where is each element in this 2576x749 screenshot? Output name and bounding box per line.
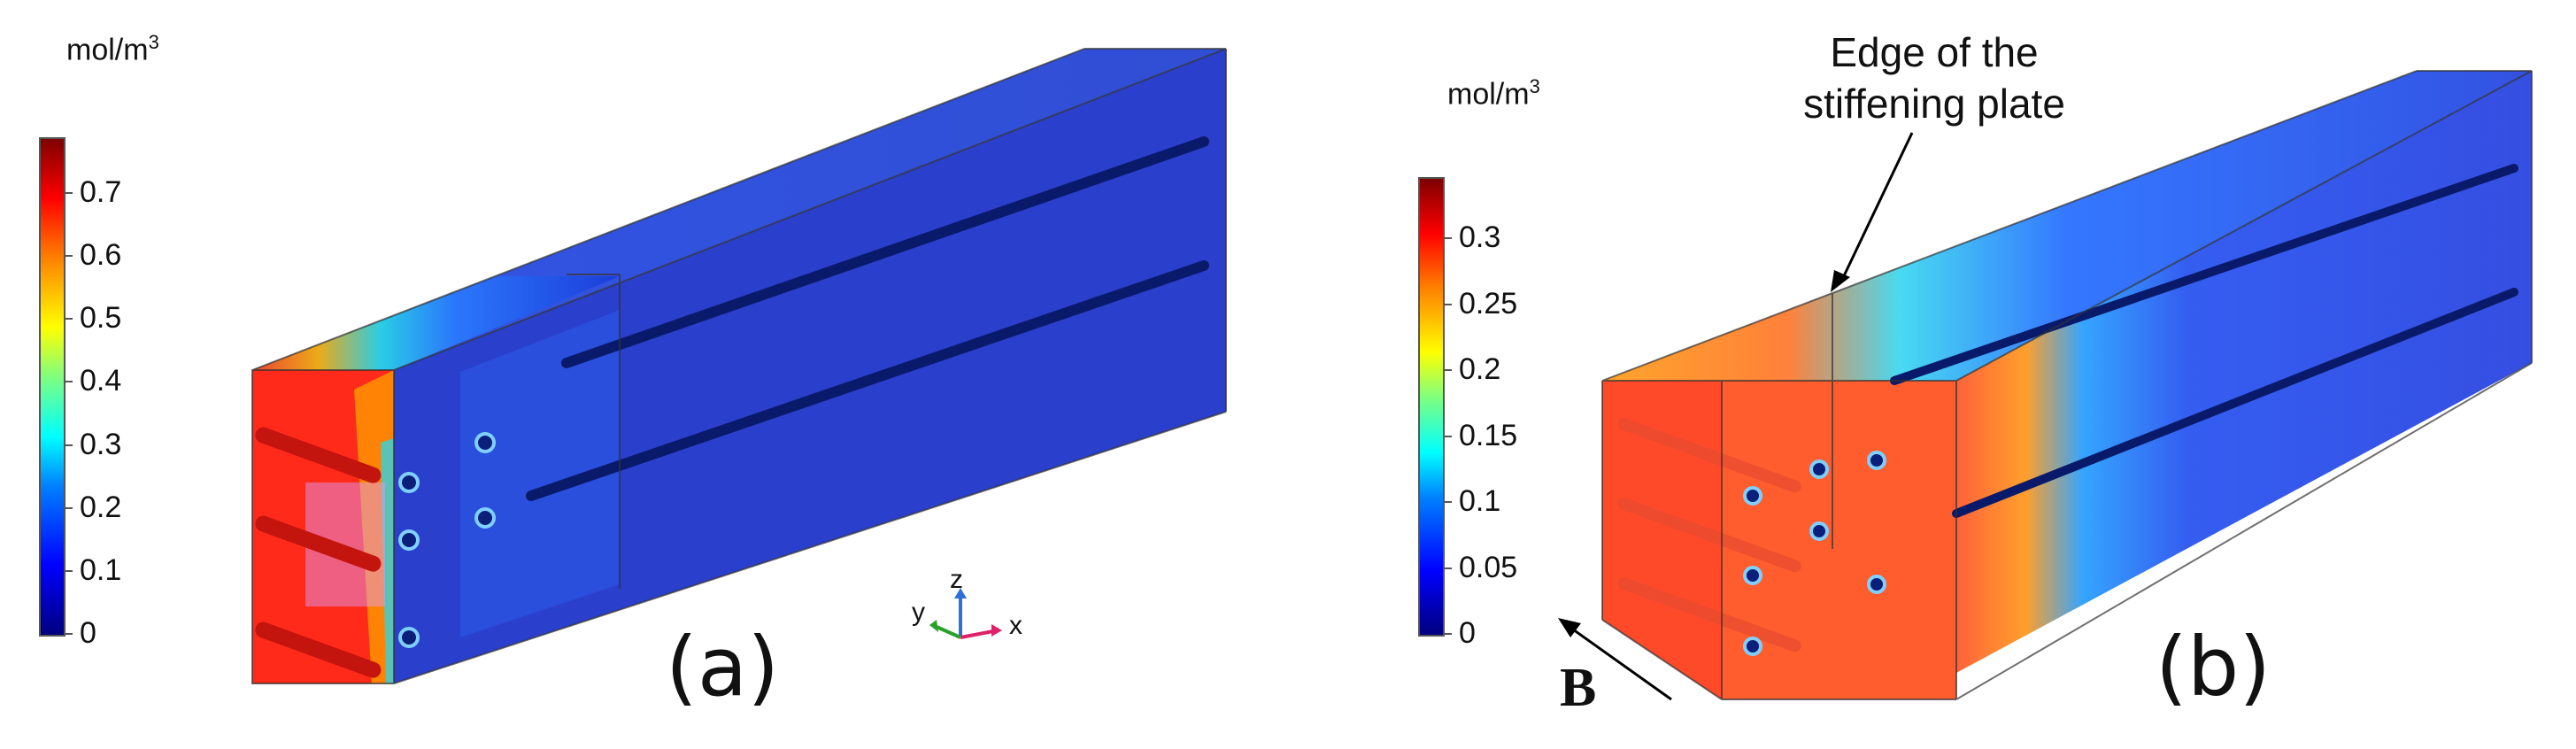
concentration-box-b xyxy=(1558,70,2533,701)
colorbar-tick-mark xyxy=(1445,633,1452,635)
colorbar-tick-label: 0 xyxy=(1459,616,1476,650)
colorbar-tick-mark xyxy=(1445,567,1452,569)
axis-y-label: y xyxy=(912,598,925,627)
axis-z-label: z xyxy=(950,565,963,594)
colorbar-tick-mark xyxy=(1445,303,1452,305)
colorbar-tick-label: 0.4 xyxy=(80,364,122,398)
concentration-box-a xyxy=(251,48,1227,684)
colorbar-unit-b: mol/m3 xyxy=(1447,75,1540,112)
colorbar-tick-mark xyxy=(66,506,73,509)
colorbar-tick-label: 0.3 xyxy=(80,427,122,461)
b-field-arrow xyxy=(1558,618,1672,701)
colorbar-a xyxy=(39,137,66,637)
colorbar-tick-label: 0.5 xyxy=(80,301,122,336)
colorbar-tick-label: 0.6 xyxy=(80,238,122,273)
panel-label-a: (a) xyxy=(666,620,780,714)
colorbar-tick-mark xyxy=(1445,369,1452,371)
colorbar-b xyxy=(1418,177,1445,637)
colorbar-tick-label: 0.1 xyxy=(80,552,122,587)
colorbar-unit-a: mol/m3 xyxy=(66,31,159,67)
colorbar-tick-mark xyxy=(1445,237,1452,239)
panel-label-b: (b) xyxy=(2156,620,2271,714)
axis-triad-a xyxy=(929,588,1002,639)
colorbar-tick-label: 0.3 xyxy=(1459,220,1501,254)
colorbar-tick-label: 0.1 xyxy=(1459,484,1501,518)
colorbar-tick-label: 0.25 xyxy=(1459,286,1518,320)
colorbar-tick-label: 0 xyxy=(80,616,96,650)
colorbar-tick-label: 0.2 xyxy=(1459,352,1501,386)
panel-a: mol/m3 0.7 0.6 0.5 0.4 0.3 0.2 0.1 0 xyxy=(0,0,1275,749)
colorbar-tick-mark xyxy=(66,444,73,446)
axis-x-label: x xyxy=(1009,611,1022,640)
colorbar-tick-mark xyxy=(66,255,73,258)
magnetic-field-label: B xyxy=(1560,658,1597,718)
panel-b: mol/m3 0.3 0.25 0.2 0.15 0.1 0.05 0 Edge of th… xyxy=(1275,0,2576,749)
colorbar-tick-mark xyxy=(66,318,73,320)
colorbar-tick-mark xyxy=(1445,435,1452,437)
colorbar-tick-mark xyxy=(66,192,73,194)
colorbar-tick-mark xyxy=(66,633,73,635)
colorbar-tick-label: 0.7 xyxy=(80,175,122,209)
colorbar-tick-mark xyxy=(66,569,73,572)
colorbar-tick-mark xyxy=(1445,501,1452,503)
colorbar-tick-label: 0.15 xyxy=(1459,418,1518,452)
colorbar-tick-label: 0.2 xyxy=(80,490,122,524)
annotation-edge-plate: Edge of the stiffening plate xyxy=(1803,29,2065,127)
colorbar-tick-mark xyxy=(66,381,73,383)
annotation-arrow xyxy=(1831,132,1914,292)
colorbar-tick-label: 0.05 xyxy=(1459,550,1518,584)
